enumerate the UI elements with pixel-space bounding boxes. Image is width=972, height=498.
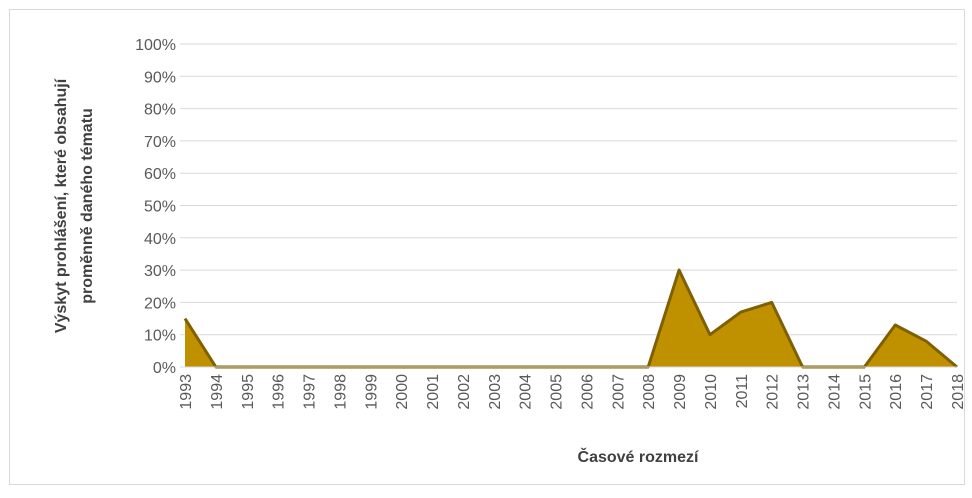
x-tick-label: 2008 — [641, 374, 658, 410]
x-tick-label: 1997 — [302, 374, 319, 410]
y-axis-title: Výskyt prohlášení, které obsahují — [53, 78, 70, 333]
x-tick-label: 2002 — [456, 374, 473, 410]
x-axis-title: Časové rozmezí — [578, 447, 699, 466]
x-tick-label: 2007 — [610, 374, 627, 410]
x-tick-label: 2013 — [796, 374, 813, 410]
x-tick-label: 2001 — [425, 374, 442, 410]
x-tick-label: 2006 — [579, 374, 596, 410]
x-tick-label: 1995 — [240, 374, 257, 410]
x-tick-label: 2018 — [950, 374, 967, 410]
x-tick-label: 1994 — [209, 374, 226, 410]
y-axis-title: proměnně daného tématu — [79, 108, 96, 304]
x-tick-label: 1993 — [178, 374, 195, 410]
x-tick-label: 2003 — [487, 374, 504, 410]
x-tick-label: 1996 — [271, 374, 288, 410]
x-tick-label: 2004 — [518, 374, 535, 410]
x-tick-label: 2011 — [734, 374, 751, 409]
y-tick-label: 20% — [144, 295, 176, 312]
chart-frame — [9, 9, 965, 485]
x-tick-label: 2000 — [394, 374, 411, 410]
y-tick-label: 70% — [144, 134, 176, 151]
x-tick-label: 2012 — [765, 374, 782, 410]
x-tick-label: 2009 — [672, 374, 689, 410]
y-tick-label: 60% — [144, 166, 176, 183]
x-tick-label: 2016 — [888, 374, 905, 410]
x-tick-label: 1998 — [332, 374, 349, 410]
y-tick-label: 10% — [144, 328, 176, 345]
x-tick-label: 1999 — [363, 374, 380, 410]
y-tick-label: 30% — [144, 263, 176, 280]
y-tick-label: 100% — [135, 37, 176, 54]
x-tick-label: 2014 — [826, 374, 843, 410]
x-tick-label: 2015 — [857, 374, 874, 410]
y-tick-label: 40% — [144, 231, 176, 248]
x-tick-label: 2017 — [919, 374, 936, 410]
y-tick-label: 90% — [144, 69, 176, 86]
x-tick-label: 2005 — [549, 374, 566, 410]
area — [185, 270, 957, 367]
x-tick-label: 2010 — [703, 374, 720, 410]
y-tick-label: 80% — [144, 102, 176, 119]
y-tick-label: 0% — [153, 360, 176, 377]
y-tick-label: 50% — [144, 199, 176, 216]
